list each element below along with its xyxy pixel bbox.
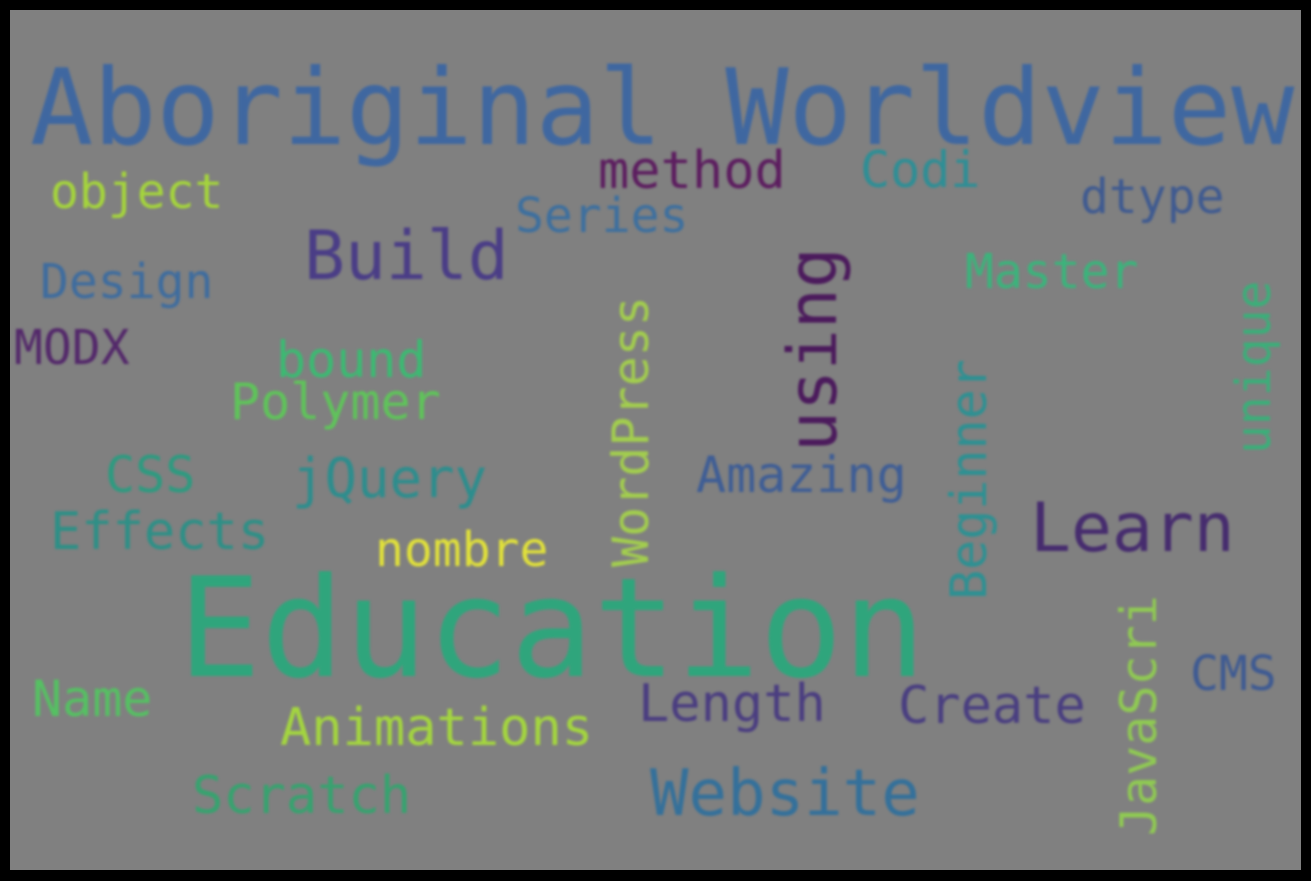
word-using: using [774,247,853,452]
word-bound: bound [276,331,427,389]
word-amazing: Amazing [696,446,907,504]
word-jquery: jQuery [292,447,488,510]
word-aboriginal-worldviews: Aboriginal Worldviews [30,47,1301,169]
word-polymer: Polymer [230,373,441,431]
word-codi: Codi [860,141,981,199]
word-dtype: dtype [1080,169,1225,225]
word-method: method [598,141,786,201]
word-animations: Animations [280,698,594,758]
word-object: object [50,164,224,220]
word-scratch: Scratch [192,766,412,826]
word-modx: MODX [14,320,130,376]
word-design: Design [40,254,214,310]
word-create: Create [898,676,1086,736]
word-website: Website [650,757,920,831]
word-master: Master [965,244,1139,300]
word-effects: Effects [50,502,270,562]
word-wordpress: WordPress [602,296,660,567]
word-css: CSS [105,446,196,504]
word-cloud: Aboriginal Worldviews method Codi dtype … [10,10,1301,870]
word-nombre: nombre [375,522,549,578]
word-unique: unique [1226,280,1282,454]
word-learn: Learn [1030,489,1235,568]
word-beginner: Beginner [940,359,998,600]
word-javascri: JavaScri [1110,595,1168,836]
word-series: Series [515,188,689,244]
word-education: Education [178,548,926,709]
word-build: Build [304,217,509,296]
word-length: Length [638,674,826,734]
word-name: Name [32,670,153,728]
word-cms: CMS [1190,646,1277,702]
